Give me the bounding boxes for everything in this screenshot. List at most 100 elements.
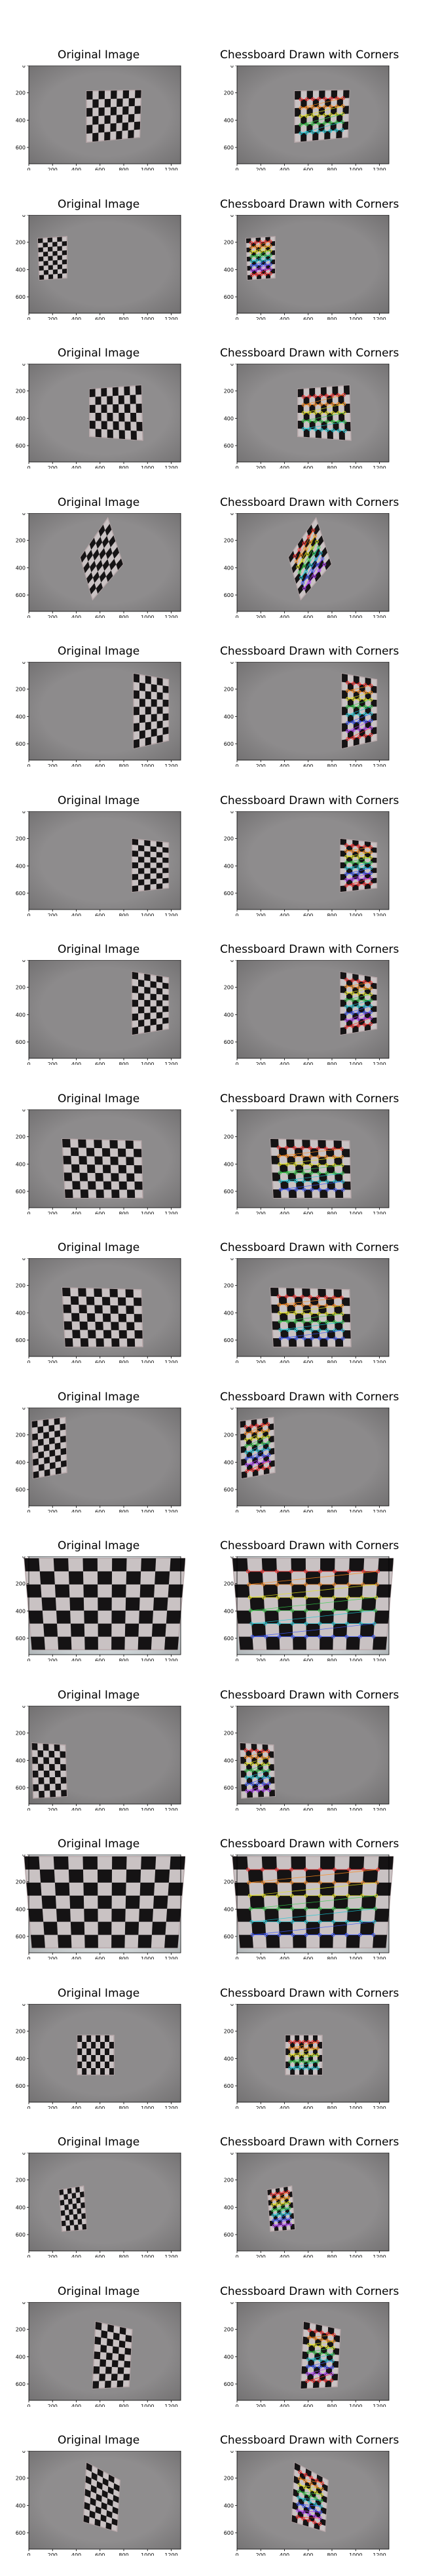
x-tick-label: 1000 <box>349 317 362 320</box>
y-tick-label: 400 <box>16 1310 26 1316</box>
x-tick-label: 0 <box>27 1807 30 1811</box>
x-tick-label: 1000 <box>141 1509 154 1512</box>
x-tick-label: 400 <box>280 2254 289 2258</box>
x-tick-label: 800 <box>119 1807 128 1811</box>
image-plot: 0 200 400 600 0 200 400 600 800 1000 1200 <box>224 1556 394 1661</box>
x-tick-label: 200 <box>256 2105 266 2109</box>
axes-frame <box>236 1705 390 1804</box>
y-tick-label: 0 <box>230 513 234 516</box>
x-tick-label: 200 <box>48 2552 58 2556</box>
y-tick-label: 0 <box>22 1556 26 1560</box>
corners-image-panel: Chessboard Drawn with Corners 0 200 400 600 0… <box>220 785 416 923</box>
x-tick-label: 800 <box>327 1211 337 1214</box>
image-plot: 0 200 400 600 0 200 400 600 800 1000 1200 <box>16 364 181 469</box>
x-tick-label: 200 <box>256 1062 266 1065</box>
y-tick-label: 400 <box>16 2204 26 2210</box>
x-tick-label: 800 <box>327 465 337 469</box>
x-tick-label: 0 <box>27 2404 30 2407</box>
image-plot: 0 200 400 600 0 200 400 600 800 1000 1200 <box>16 214 181 320</box>
x-tick-label: 0 <box>27 167 30 170</box>
x-tick-label: 1000 <box>349 2552 362 2556</box>
x-tick-label: 400 <box>280 2552 289 2556</box>
x-tick-label: 600 <box>303 763 313 767</box>
y-tick-label: 400 <box>224 714 234 720</box>
y-tick-label: 0 <box>230 66 234 69</box>
x-tick-label: 600 <box>303 1807 313 1811</box>
chessboard <box>92 2320 133 2389</box>
x-tick-label: 800 <box>327 1658 337 1661</box>
axes-frame <box>28 1705 181 1804</box>
y-tick-label: 400 <box>224 2204 234 2210</box>
chessboard <box>62 1287 143 1347</box>
x-tick-label: 400 <box>71 167 81 170</box>
x-tick-label: 600 <box>95 1211 105 1214</box>
y-tick-label: 600 <box>224 145 234 151</box>
y-tick-label: 400 <box>224 267 234 273</box>
x-tick-label: 800 <box>119 615 128 618</box>
corners-image-panel: Chessboard Drawn with Corners 0 200 400 600 0… <box>220 636 416 773</box>
x-tick-label: 400 <box>71 1658 81 1661</box>
x-tick-label: 1200 <box>373 615 386 618</box>
axes-frame <box>236 66 390 164</box>
y-tick-label: 0 <box>230 2451 234 2454</box>
x-tick-label: 800 <box>327 317 337 320</box>
x-tick-label: 200 <box>48 2105 58 2109</box>
y-tick-label: 0 <box>22 2451 26 2454</box>
corners-image-title: Chessboard Drawn with Corners <box>220 2136 399 2149</box>
original-image-panel: Original Image 0 200 400 600 0 200 400 600 800 100… <box>12 636 208 773</box>
x-tick-label: 600 <box>95 1956 105 1959</box>
y-tick-label: 400 <box>224 2503 234 2509</box>
x-tick-label: 600 <box>95 465 105 469</box>
x-tick-label: 800 <box>119 763 128 767</box>
y-tick-label: 200 <box>16 836 26 841</box>
axes-frame <box>28 2451 181 2550</box>
axes-frame <box>28 1556 181 1655</box>
x-tick-label: 1200 <box>164 763 177 767</box>
y-tick-label: 400 <box>16 415 26 421</box>
x-tick-label: 0 <box>27 913 30 916</box>
y-tick-label: 400 <box>16 565 26 571</box>
x-tick-label: 0 <box>235 465 238 469</box>
x-tick-label: 800 <box>119 1658 128 1661</box>
x-tick-label: 600 <box>303 1658 313 1661</box>
x-tick-label: 0 <box>235 1956 238 1959</box>
y-tick-label: 0 <box>230 2153 234 2156</box>
x-tick-label: 200 <box>48 2404 58 2407</box>
axes-frame <box>236 364 390 463</box>
x-tick-label: 400 <box>71 317 81 320</box>
y-tick-label: 400 <box>224 1310 234 1316</box>
y-tick-label: 200 <box>224 985 234 991</box>
corners-image-title: Chessboard Drawn with Corners <box>220 1986 399 2000</box>
original-image-panel: Original Image 0 200 400 600 0 200 400 600 800 100… <box>12 2425 208 2562</box>
original-image-panel: Original Image 0 200 400 600 0 200 400 600 800 100… <box>12 2276 208 2413</box>
x-tick-label: 1000 <box>349 1062 362 1065</box>
axes-frame <box>28 2301 181 2400</box>
x-tick-label: 400 <box>71 2552 81 2556</box>
x-tick-label: 400 <box>71 1062 81 1065</box>
x-tick-label: 600 <box>303 1956 313 1959</box>
y-tick-label: 400 <box>16 117 26 123</box>
y-tick-label: 200 <box>16 2178 26 2183</box>
x-tick-label: 0 <box>235 1360 238 1363</box>
x-tick-label: 1200 <box>373 913 386 916</box>
x-tick-label: 400 <box>280 1062 289 1065</box>
y-tick-label: 600 <box>16 145 26 151</box>
y-tick-label: 200 <box>224 2028 234 2034</box>
y-tick-label: 0 <box>22 662 26 665</box>
y-tick-label: 600 <box>16 1934 26 1940</box>
x-tick-label: 400 <box>280 2404 289 2407</box>
x-tick-label: 200 <box>48 1360 58 1363</box>
y-tick-label: 200 <box>224 1134 234 1140</box>
image-plot: 0 200 400 600 0 200 400 600 800 1000 1200 <box>224 960 390 1065</box>
detected-corners <box>246 1868 380 1937</box>
y-tick-label: 400 <box>224 565 234 571</box>
axes-frame <box>236 1258 390 1357</box>
chessboard <box>31 1742 67 1799</box>
x-tick-label: 800 <box>119 2105 128 2109</box>
corners-image-panel: Chessboard Drawn with Corners 0 200 400 600 0… <box>220 1083 416 1221</box>
x-tick-label: 1200 <box>164 1211 177 1214</box>
x-tick-label: 400 <box>71 913 81 916</box>
y-tick-label: 600 <box>16 1337 26 1343</box>
x-tick-label: 400 <box>71 1360 81 1363</box>
x-tick-label: 800 <box>119 465 128 469</box>
